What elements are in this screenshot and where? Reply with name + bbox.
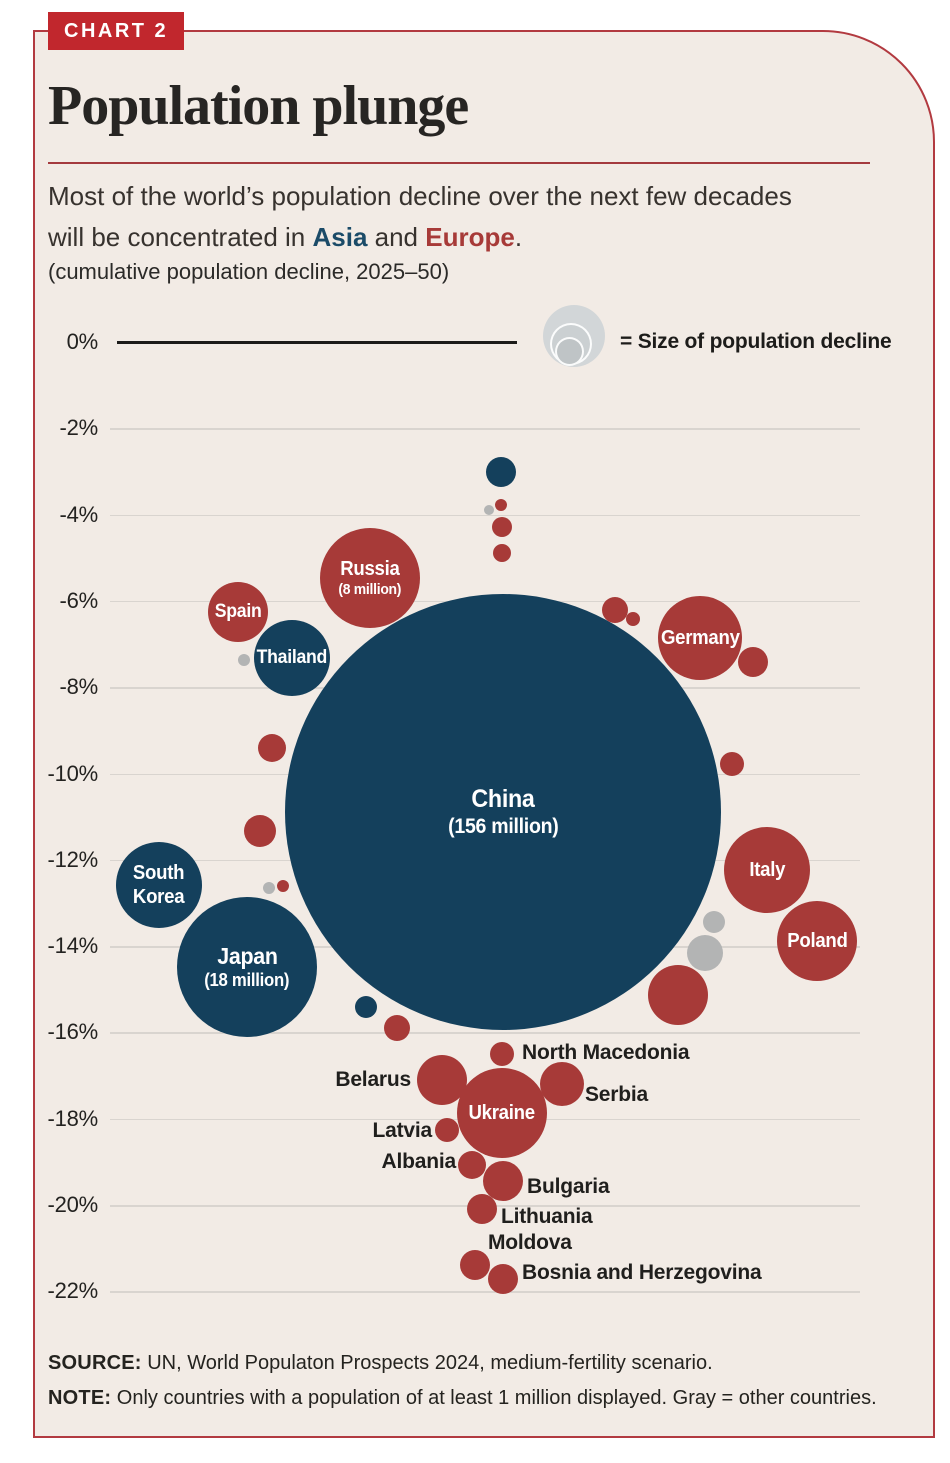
chart-number-badge: CHART 2 [48, 12, 185, 50]
subtitle-text: and [367, 222, 426, 252]
subtitle-europe-highlight: Europe [425, 222, 515, 252]
subtitle-text: Most of the world’s population decline o… [48, 181, 800, 252]
source-note: SOURCE: UN, World Populaton Prospects 20… [48, 1350, 888, 1376]
source-label: SOURCE: [48, 1352, 142, 1374]
unit-note: (cumulative population decline, 2025–50) [48, 259, 450, 284]
title-rule [48, 162, 870, 164]
source-text: UN, World Populaton Prospects 2024, medi… [141, 1352, 713, 1374]
note-text: Only countries with a population of at l… [111, 1387, 877, 1409]
note-label: NOTE: [48, 1387, 112, 1409]
subtitle-text: . [514, 222, 523, 252]
size-legend-icon [555, 337, 584, 366]
size-legend-label: = Size of population decline [620, 330, 892, 353]
chart-subtitle: Most of the world’s population decline o… [48, 176, 808, 258]
page-title: Population plunge [48, 75, 469, 137]
subtitle-asia-highlight: Asia [312, 222, 368, 252]
methodology-note: NOTE: Only countries with a population o… [48, 1385, 888, 1411]
